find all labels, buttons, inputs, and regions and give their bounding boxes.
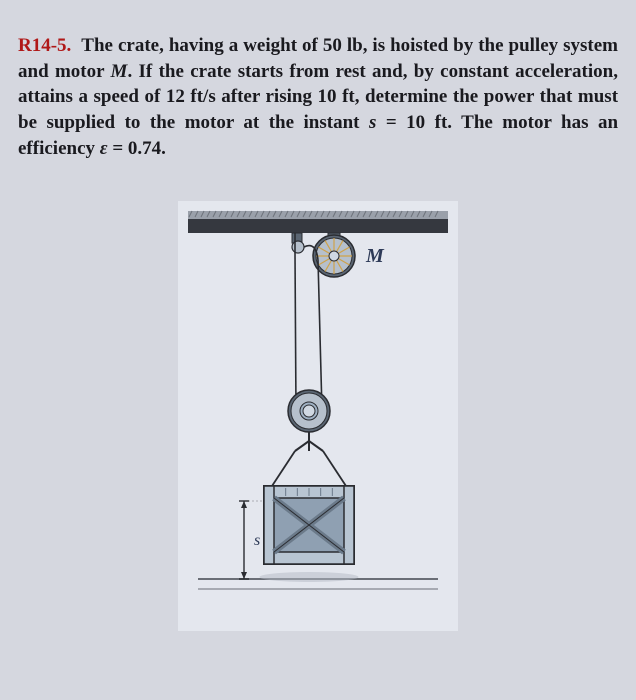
t-weight: 50 lb <box>323 35 363 56</box>
t-eq: = <box>376 112 406 133</box>
figure-container: Ms <box>18 201 618 631</box>
t-p1: The crate, having a weight of <box>81 35 323 56</box>
t-period: . <box>161 138 166 159</box>
t-p4: after rising <box>216 86 318 107</box>
t-eq2: = <box>108 138 128 159</box>
t-motor-sym: M <box>111 61 128 82</box>
pulley-diagram: Ms <box>178 201 458 631</box>
t-rise: 10 ft <box>318 86 355 107</box>
svg-text:s: s <box>254 532 260 549</box>
problem-statement: R14-5. The crate, having a weight of 50 … <box>18 33 618 161</box>
svg-text:M: M <box>365 245 385 267</box>
t-eff: 0.74 <box>128 138 161 159</box>
problem-id: R14-5. <box>18 35 71 56</box>
t-eps: ε <box>100 138 108 159</box>
t-sval: 10 ft <box>406 112 447 133</box>
t-speed: 12 ft/s <box>166 86 216 107</box>
